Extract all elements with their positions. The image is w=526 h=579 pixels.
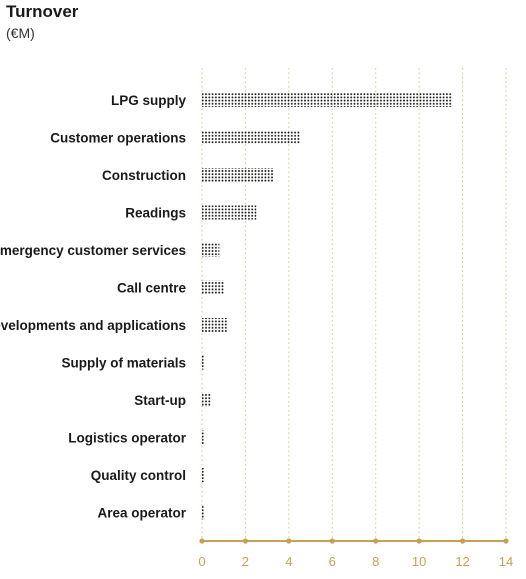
- tick-marker: [199, 538, 205, 544]
- tick-label: 2: [242, 554, 249, 569]
- tick-marker: [503, 538, 509, 544]
- category-label: Supply of materials: [61, 356, 186, 371]
- tick-marker: [373, 538, 379, 544]
- tick-label: 12: [455, 554, 469, 569]
- category-label: Area operator: [97, 506, 186, 521]
- bar: [202, 280, 224, 295]
- category-label: Construction: [102, 168, 186, 183]
- tick-label: 6: [329, 554, 336, 569]
- bar: [202, 243, 220, 257]
- bar: [202, 393, 211, 407]
- category-label: Customer operations: [50, 131, 186, 146]
- tick-marker: [459, 538, 466, 544]
- chart-title: Turnover: [6, 2, 79, 21]
- category-label: Start-up: [134, 393, 186, 408]
- bar: [202, 468, 205, 482]
- bar: [202, 318, 229, 332]
- bar: [202, 505, 205, 520]
- bar: [202, 430, 205, 445]
- category-labels: LPG supply Customer operations Constructio…: [0, 93, 187, 521]
- tick-marker: [242, 538, 249, 544]
- category-label: LPG supply: [111, 93, 187, 108]
- category-label: Call centre: [117, 281, 187, 296]
- x-axis: 0 2 4 6 8 10 12 14: [198, 538, 513, 569]
- tick-label: 8: [372, 554, 379, 569]
- bar: [202, 130, 300, 145]
- bar: [202, 205, 257, 220]
- tick-label: 14: [499, 554, 513, 569]
- category-label: Developments and applications: [0, 318, 186, 333]
- bar: [202, 93, 452, 107]
- category-label: Logistics operator: [68, 431, 187, 446]
- category-label: Quality control: [91, 468, 186, 483]
- tick-label: 4: [285, 554, 292, 569]
- tick-label: 0: [198, 554, 205, 569]
- tick-label: 10: [412, 554, 426, 569]
- bars: [202, 93, 452, 520]
- tick-marker: [286, 538, 292, 544]
- bar: [202, 168, 274, 182]
- tick-marker: [416, 538, 422, 544]
- chart-subtitle: (€M): [6, 25, 35, 41]
- bar: [202, 355, 205, 370]
- category-label: Readings: [125, 206, 186, 221]
- category-label: Emergency customer services: [0, 243, 186, 258]
- tick-marker: [329, 538, 335, 544]
